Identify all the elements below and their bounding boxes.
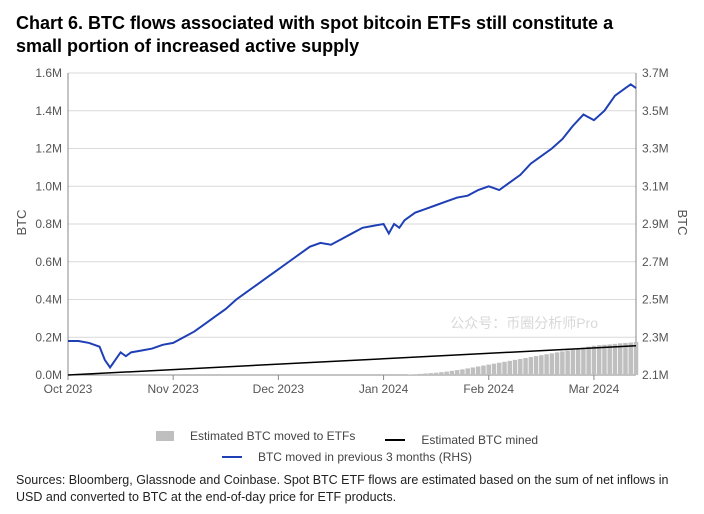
ytick-right-label: 2.5M xyxy=(642,293,669,307)
etf-bar xyxy=(434,373,438,375)
etf-bar xyxy=(560,351,564,375)
etf-bar xyxy=(565,350,569,375)
legend-swatch xyxy=(156,431,174,441)
etf-bar xyxy=(518,359,522,375)
legend-label: Estimated BTC moved to ETFs xyxy=(190,429,355,443)
etf-bar xyxy=(508,361,512,375)
etf-bar xyxy=(487,365,491,375)
ytick-left-label: 0.2M xyxy=(35,330,62,344)
etf-bar xyxy=(597,345,601,375)
xtick-label: Nov 2023 xyxy=(147,382,199,396)
etf-bar xyxy=(581,348,585,375)
etf-bar xyxy=(602,345,606,375)
ytick-right-label: 3.5M xyxy=(642,104,669,118)
ytick-right-label: 3.3M xyxy=(642,142,669,156)
etf-bar xyxy=(529,357,533,375)
etf-bar xyxy=(460,369,464,375)
chart-container: BTC BTC 0.0M 2.1M 0.2M 2.3M 0.4M 2.5M 0.6M 2.7M… xyxy=(16,63,688,423)
ytick-left-label: 0.0M xyxy=(35,368,62,382)
etf-bar xyxy=(623,343,627,375)
etf-bar xyxy=(534,356,538,375)
ytick-right-label: 2.3M xyxy=(642,330,669,344)
etf-bar xyxy=(502,362,506,375)
y-axis-right-label: BTC xyxy=(675,210,690,236)
etf-bar xyxy=(629,343,633,375)
ytick-left-label: 0.8M xyxy=(35,217,62,231)
legend-swatch xyxy=(385,439,405,441)
etf-bar xyxy=(571,350,575,375)
chart-legend: Estimated BTC moved to ETFs Estimated BTC… xyxy=(16,429,688,464)
etf-bar xyxy=(429,373,433,375)
etf-bar xyxy=(465,368,469,375)
ytick-left-label: 1.6M xyxy=(35,66,62,80)
etf-bar xyxy=(586,347,590,375)
etf-bar xyxy=(444,372,448,375)
etf-bar xyxy=(413,374,417,375)
ytick-left-label: 1.0M xyxy=(35,179,62,193)
etf-bar xyxy=(418,374,422,375)
legend-label: Estimated BTC mined xyxy=(421,433,538,447)
ytick-right-label: 3.1M xyxy=(642,179,669,193)
etf-bar xyxy=(492,364,496,375)
etf-bar xyxy=(455,370,459,375)
etf-bar xyxy=(423,373,427,375)
etf-bar xyxy=(550,353,554,375)
legend-item: Estimated BTC moved to ETFs xyxy=(156,429,365,443)
title-line-2: small portion of increased active supply xyxy=(16,36,359,56)
ytick-right-label: 2.7M xyxy=(642,255,669,269)
etf-bar xyxy=(497,363,501,375)
etf-bar xyxy=(576,349,580,375)
title-line-1: Chart 6. BTC flows associated with spot … xyxy=(16,13,613,33)
ytick-left-label: 0.4M xyxy=(35,293,62,307)
rhs-line xyxy=(68,84,636,367)
etf-bar xyxy=(450,371,454,375)
ytick-left-label: 1.2M xyxy=(35,142,62,156)
etf-bar xyxy=(607,344,611,375)
xtick-label: Oct 2023 xyxy=(44,382,93,396)
chart-svg: 0.0M 2.1M 0.2M 2.3M 0.4M 2.5M 0.6M 2.7M 0.8M 2.9M… xyxy=(16,63,688,403)
etf-bar xyxy=(513,360,517,375)
etf-bar xyxy=(613,344,617,375)
etf-bar xyxy=(555,352,559,375)
etf-bar xyxy=(523,358,527,375)
etf-bar xyxy=(618,343,622,375)
etf-bar xyxy=(544,354,548,375)
y-axis-left-label: BTC xyxy=(14,210,29,236)
etf-bar xyxy=(476,367,480,375)
etf-bar xyxy=(539,355,543,375)
legend-label: BTC moved in previous 3 months (RHS) xyxy=(258,450,472,464)
ytick-left-label: 1.4M xyxy=(35,104,62,118)
chart-source-note: Sources: Bloomberg, Glassnode and Coinba… xyxy=(16,472,688,506)
legend-item: Estimated BTC mined xyxy=(385,433,548,447)
ytick-right-label: 2.9M xyxy=(642,217,669,231)
etf-bar xyxy=(439,372,443,375)
xtick-label: Feb 2024 xyxy=(463,382,514,396)
legend-swatch xyxy=(222,456,242,458)
chart-title: Chart 6. BTC flows associated with spot … xyxy=(16,12,688,57)
etf-bar xyxy=(471,367,475,375)
xtick-label: Jan 2024 xyxy=(359,382,409,396)
etf-bar xyxy=(481,366,485,375)
ytick-right-label: 2.1M xyxy=(642,368,669,382)
xtick-label: Dec 2023 xyxy=(253,382,305,396)
legend-item: BTC moved in previous 3 months (RHS) xyxy=(222,450,482,464)
etf-bar xyxy=(592,346,596,375)
ytick-right-label: 3.7M xyxy=(642,66,669,80)
etf-bar xyxy=(634,342,638,375)
ytick-left-label: 0.6M xyxy=(35,255,62,269)
xtick-label: Mar 2024 xyxy=(569,382,620,396)
